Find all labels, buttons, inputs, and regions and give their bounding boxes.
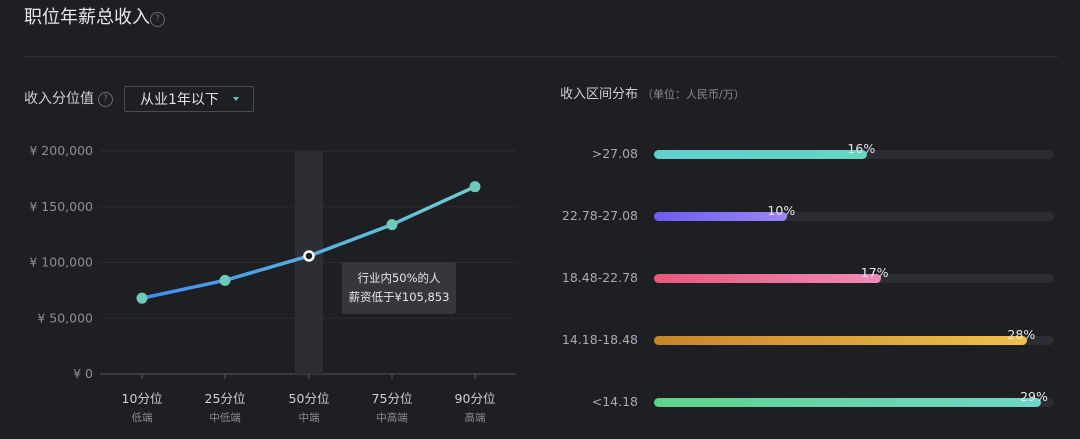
x-tick-label: 50分位 xyxy=(289,391,330,406)
page-title: 职位年薪总收入 xyxy=(24,7,150,28)
bar-track: 16% xyxy=(654,141,1054,159)
percentile-help-icon[interactable]: ? xyxy=(98,92,113,107)
chevron-down-icon xyxy=(233,97,239,101)
bar-value-label: 29% xyxy=(1020,389,1048,404)
bar-category-label: <14.18 xyxy=(591,394,638,409)
experience-dropdown[interactable]: 从业1年以下 xyxy=(124,86,254,112)
tooltip-line-1: 行业内50%的人 xyxy=(357,271,441,285)
distribution-row: 22.78-27.08 10% xyxy=(0,198,1080,228)
data-point xyxy=(386,219,398,231)
percentile-line-chart: ¥ 0 ¥ 50,000 ¥ 100,000 ¥ 150,000 ¥ 200,000 1… xyxy=(29,143,516,424)
x-tick-sublabel: 低端 xyxy=(132,411,153,424)
bar-track: 17% xyxy=(654,265,1054,283)
help-icon[interactable]: ? xyxy=(150,12,165,27)
y-tick-label: ¥ 50,000 xyxy=(37,310,93,325)
data-point xyxy=(136,292,148,304)
bar-track: 10% xyxy=(654,203,1054,221)
x-tick-sublabel: 中高端 xyxy=(376,411,408,424)
distribution-title-text: 收入区间分布 xyxy=(560,87,639,102)
x-tick-label: 90分位 xyxy=(455,391,496,406)
data-point xyxy=(303,250,315,262)
bar-category-label: 22.78-27.08 xyxy=(561,208,638,223)
experience-dropdown-value: 从业1年以下 xyxy=(140,92,219,108)
x-tick-label: 25分位 xyxy=(205,391,246,406)
highlight-band xyxy=(295,151,323,374)
bar-value-label: 17% xyxy=(860,265,889,280)
tooltip-line-2: 薪资低于¥105,853 xyxy=(348,290,450,304)
data-point xyxy=(469,181,481,193)
percentile-label: 收入分位值 xyxy=(24,91,94,107)
x-tick-label: 75分位 xyxy=(372,391,413,406)
distribution-row: >27.08 16% xyxy=(0,136,1080,166)
distribution-row: 18.48-22.78 17% xyxy=(0,260,1080,290)
bar-category-label: 18.48-22.78 xyxy=(561,270,638,285)
x-tick-sublabel: 中低端 xyxy=(209,411,241,424)
x-tick-sublabel: 中端 xyxy=(299,411,320,424)
bar-value-label: 16% xyxy=(847,141,876,156)
bar-category-label: 14.18-18.48 xyxy=(561,332,638,347)
bar-value-label: 28% xyxy=(1007,327,1036,342)
x-tick-label: 10分位 xyxy=(122,391,163,406)
y-tick-label: ¥ 0 xyxy=(73,366,93,381)
bar-fill xyxy=(654,150,868,159)
bar-fill xyxy=(654,212,788,221)
data-point xyxy=(219,274,231,286)
x-tick-sublabel: 高端 xyxy=(465,411,486,424)
y-tick-label: ¥ 200,000 xyxy=(29,143,93,158)
bar-fill xyxy=(654,336,1028,345)
header-divider xyxy=(24,56,1058,57)
distribution-title: 收入区间分布 （单位：人民币/万） xyxy=(560,86,745,104)
bar-track: 29% xyxy=(654,389,1054,407)
distribution-unit: （单位：人民币/万） xyxy=(642,88,745,101)
percentile-tooltip: 行业内50%的人 薪资低于¥105,853 xyxy=(342,262,456,314)
bar-track: 28% xyxy=(654,327,1054,345)
bar-fill xyxy=(654,398,1041,407)
y-tick-label: ¥ 100,000 xyxy=(29,255,93,270)
y-tick-label: ¥ 150,000 xyxy=(29,199,93,214)
bar-fill xyxy=(654,274,881,283)
distribution-row: 14.18-18.48 28% xyxy=(0,322,1080,352)
bar-category-label: >27.08 xyxy=(591,146,638,161)
bar-value-label: 10% xyxy=(767,203,796,218)
distribution-row: <14.18 29% xyxy=(0,384,1080,414)
